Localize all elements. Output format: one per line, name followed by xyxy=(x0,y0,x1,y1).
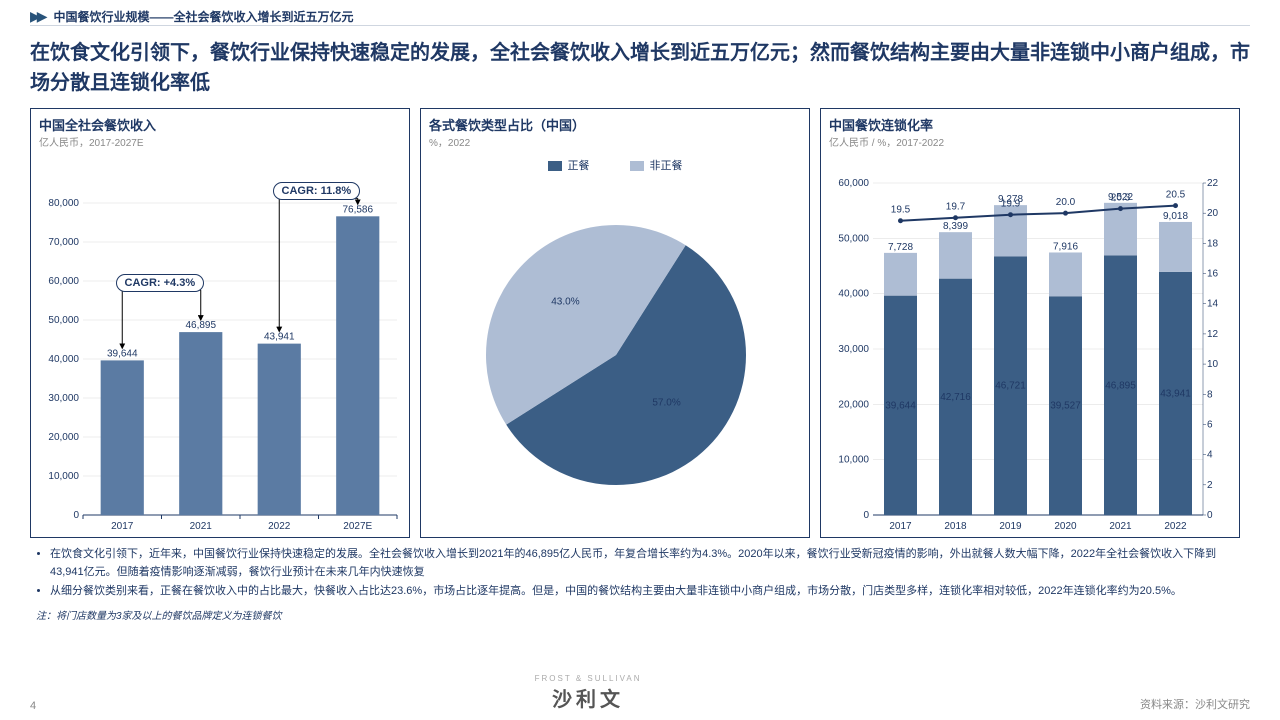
svg-text:12: 12 xyxy=(1207,329,1219,340)
chart3-body: 0 10,000 20,000 30,000 40,000 50,000 60,000 0 2 4… xyxy=(829,153,1231,546)
chart3-title: 中国餐饮连锁化率 xyxy=(829,115,1231,134)
svg-text:20,000: 20,000 xyxy=(838,399,869,410)
svg-text:42,716: 42,716 xyxy=(940,392,971,403)
svg-text:50,000: 50,000 xyxy=(838,233,869,244)
chevron-icon: ▶▶ xyxy=(30,8,44,25)
svg-text:20: 20 xyxy=(1207,208,1219,219)
svg-text:2022: 2022 xyxy=(268,521,291,532)
svg-text:2020: 2020 xyxy=(1054,521,1077,532)
svg-text:20.5: 20.5 xyxy=(1166,190,1186,201)
svg-text:0: 0 xyxy=(863,510,869,521)
chart2-body: 57.0% 43.0% xyxy=(429,179,801,533)
chart2-legend: 正餐 非正餐 xyxy=(429,157,801,173)
brand: 沙利文 xyxy=(535,683,642,712)
panel-revenue: 中国全社会餐饮收入 亿人民币，2017-2027E 0 10,000 20,000 3… xyxy=(30,108,410,538)
svg-text:2019: 2019 xyxy=(999,521,1022,532)
page-number: 4 xyxy=(30,700,36,712)
svg-text:19.7: 19.7 xyxy=(946,202,966,213)
svg-text:70,000: 70,000 xyxy=(48,237,79,248)
svg-text:10: 10 xyxy=(1207,359,1219,370)
chart1-body: 0 10,000 20,000 30,000 40,000 50,000 60,000 70,… xyxy=(39,153,401,546)
panel-chainrate: 中国餐饮连锁化率 亿人民币 / %，2017-2022 0 10,000 20,00… xyxy=(820,108,1240,538)
footer: 4 FROST & SULLIVAN 沙利文 资料来源：沙利文研究 xyxy=(0,674,1280,712)
svg-text:76,586: 76,586 xyxy=(342,204,373,215)
svg-text:0: 0 xyxy=(1207,510,1213,521)
svg-text:39,644: 39,644 xyxy=(107,348,138,359)
bullet-item: 从细分餐饮类别来看，正餐在餐饮收入中的占比最大，快餐收入占比达23.6%，市场占… xyxy=(50,583,1244,601)
svg-text:8,399: 8,399 xyxy=(943,221,968,232)
svg-text:2: 2 xyxy=(1207,480,1213,491)
svg-text:43.0%: 43.0% xyxy=(551,296,579,307)
svg-text:2022: 2022 xyxy=(1164,521,1187,532)
svg-text:20,000: 20,000 xyxy=(48,432,79,443)
svg-text:7,728: 7,728 xyxy=(888,242,913,253)
breadcrumb: 中国餐饮行业规模——全社会餐饮收入增长到近五万亿元 xyxy=(54,8,354,25)
svg-text:39,644: 39,644 xyxy=(885,400,916,411)
svg-text:57.0%: 57.0% xyxy=(652,398,680,409)
svg-text:10,000: 10,000 xyxy=(48,471,79,482)
svg-text:8: 8 xyxy=(1207,389,1213,400)
legend-label: 正餐 xyxy=(568,160,590,172)
svg-text:43,941: 43,941 xyxy=(1160,388,1191,399)
svg-text:22: 22 xyxy=(1207,178,1219,189)
svg-text:60,000: 60,000 xyxy=(838,178,869,189)
source: 资料来源：沙利文研究 xyxy=(1140,696,1250,712)
svg-text:14: 14 xyxy=(1207,299,1219,310)
svg-text:18: 18 xyxy=(1207,238,1219,249)
svg-text:7,916: 7,916 xyxy=(1053,241,1078,252)
svg-text:4: 4 xyxy=(1207,450,1213,461)
bullet-item: 在饮食文化引领下，近年来，中国餐饮行业保持快速稳定的发展。全社会餐饮收入增长到2… xyxy=(50,546,1244,581)
bullet-list: 在饮食文化引领下，近年来，中国餐饮行业保持快速稳定的发展。全社会餐饮收入增长到2… xyxy=(0,538,1280,601)
legend-label: 非正餐 xyxy=(650,160,683,172)
svg-text:19.9: 19.9 xyxy=(1001,199,1021,210)
svg-text:19.5: 19.5 xyxy=(891,205,911,216)
chart2-title: 各式餐饮类型占比（中国） xyxy=(429,115,801,134)
chart2-subtitle: %，2022 xyxy=(429,134,801,149)
footnote: 注：将门店数量为3家及以上的餐饮品牌定义为连锁餐饮 xyxy=(0,603,1280,626)
svg-text:2021: 2021 xyxy=(1109,521,1132,532)
svg-text:0: 0 xyxy=(73,510,79,521)
svg-text:2017: 2017 xyxy=(889,521,912,532)
svg-text:40,000: 40,000 xyxy=(838,289,869,300)
svg-text:80,000: 80,000 xyxy=(48,198,79,209)
svg-text:20.3: 20.3 xyxy=(1111,193,1131,204)
svg-text:40,000: 40,000 xyxy=(48,354,79,365)
svg-text:2017: 2017 xyxy=(111,521,134,532)
chart1-subtitle: 亿人民币，2017-2027E xyxy=(39,134,401,149)
legend-item: 正餐 xyxy=(548,157,590,173)
svg-text:20.0: 20.0 xyxy=(1056,197,1076,208)
svg-text:10,000: 10,000 xyxy=(838,455,869,466)
svg-text:16: 16 xyxy=(1207,269,1219,280)
svg-text:39,527: 39,527 xyxy=(1050,401,1081,412)
svg-text:30,000: 30,000 xyxy=(48,393,79,404)
svg-text:30,000: 30,000 xyxy=(838,344,869,355)
svg-text:2018: 2018 xyxy=(944,521,967,532)
svg-text:60,000: 60,000 xyxy=(48,276,79,287)
svg-text:46,721: 46,721 xyxy=(995,381,1026,392)
svg-text:43,941: 43,941 xyxy=(264,332,295,343)
divider xyxy=(30,25,1250,26)
brand-small: FROST & SULLIVAN xyxy=(535,674,642,683)
svg-text:2021: 2021 xyxy=(190,521,213,532)
page-title: 在饮食文化引领下，餐饮行业保持快速稳定的发展，全社会餐饮收入增长到近五万亿元；然… xyxy=(0,32,1280,108)
panel-pie: 各式餐饮类型占比（中国） %，2022 正餐 非正餐 57.0% 43.0% xyxy=(420,108,810,538)
svg-text:6: 6 xyxy=(1207,419,1213,430)
svg-text:9,018: 9,018 xyxy=(1163,211,1188,222)
chart1-title: 中国全社会餐饮收入 xyxy=(39,115,401,134)
svg-text:2027E: 2027E xyxy=(343,521,372,532)
svg-text:50,000: 50,000 xyxy=(48,315,79,326)
svg-text:46,895: 46,895 xyxy=(1105,380,1136,391)
svg-text:46,895: 46,895 xyxy=(185,320,216,331)
chart3-subtitle: 亿人民币 / %，2017-2022 xyxy=(829,134,1231,149)
legend-item: 非正餐 xyxy=(630,157,683,173)
